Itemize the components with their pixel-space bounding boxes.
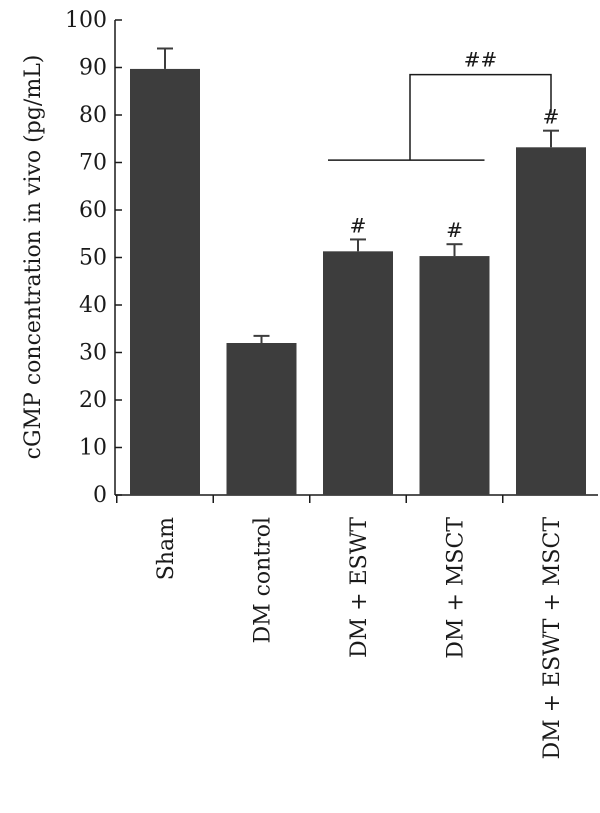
y-tick-label: 60 [79,198,107,223]
x-category-label: DM + MSCT [444,517,469,659]
y-tick-label: 90 [79,56,107,81]
y-tick-label: 50 [79,246,107,271]
bar [130,68,200,496]
bar [226,343,297,495]
x-category-label: DM + ESWT [347,517,372,658]
significance-mark: # [543,105,560,129]
y-axis-title: cGMP concentration in vivo (pg/mL) [21,55,46,460]
y-tick-label: 10 [79,436,107,461]
y-tick-label: 20 [79,388,107,413]
y-tick-label: 30 [79,341,107,366]
comparison-significance-label: ## [464,48,498,72]
x-category-label: Sham [154,517,179,580]
bars [130,47,586,496]
y-tick-label: 0 [93,483,107,508]
y-tick-label: 70 [79,151,107,176]
axes: 0 10 20 30 40 50 60 70 80 90 100 Sham DM control DM +… [65,8,598,760]
x-category-label: DM control [251,517,276,644]
x-category-label: DM + ESWT + MSCT [540,517,565,760]
significance-mark: # [350,213,367,237]
y-tick-label: 80 [79,103,107,128]
bar [323,251,393,495]
significance-mark: # [446,218,463,242]
comparison-bracket [409,73,552,161]
annotations: # #### [328,48,560,242]
bar [516,147,586,496]
y-tick-label: 40 [79,293,107,318]
y-tick-label: 100 [65,8,107,33]
bar [419,256,490,495]
